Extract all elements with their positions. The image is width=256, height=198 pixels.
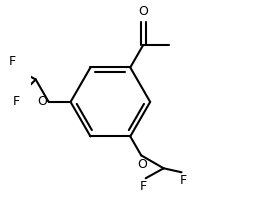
Text: F: F [13, 95, 20, 109]
Text: F: F [140, 180, 147, 193]
Text: F: F [180, 174, 187, 187]
Text: O: O [37, 95, 47, 109]
Text: F: F [9, 55, 16, 68]
Text: O: O [138, 5, 148, 18]
Text: O: O [137, 158, 147, 171]
